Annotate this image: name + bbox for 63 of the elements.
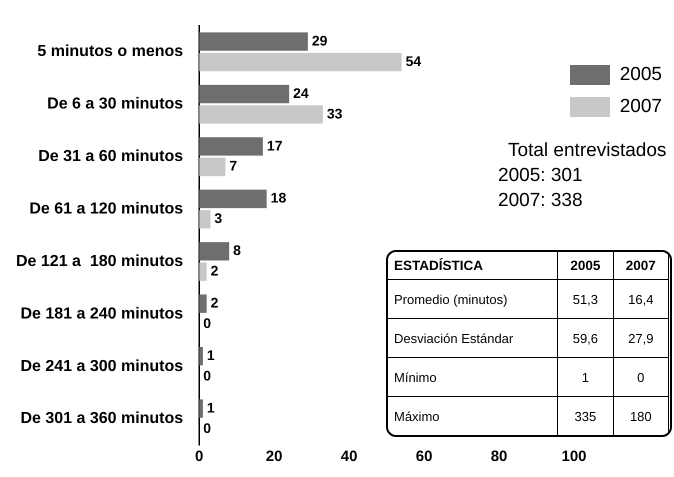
data-label: 0 — [203, 367, 212, 384]
data-label: 33 — [326, 105, 343, 122]
text: 16,4 — [628, 292, 654, 306]
data-label: 8 — [233, 242, 242, 258]
bar — [199, 294, 207, 313]
data-label: 24 — [293, 84, 309, 101]
x-tick-label: 40 — [340, 448, 358, 466]
bar — [199, 242, 230, 260]
data-label: 1 — [206, 399, 215, 416]
text: 51,3 — [572, 292, 598, 306]
category-label: ESTADÍSTICA — [388, 252, 558, 280]
category-label: Mínimo — [394, 370, 437, 384]
bar — [199, 210, 210, 229]
bar — [199, 399, 203, 418]
data-label: 54 — [406, 52, 422, 69]
x-tick-label: 80 — [490, 448, 508, 466]
data-label: 17 — [266, 137, 283, 154]
legend-label: 2005 — [620, 64, 662, 86]
bar — [199, 137, 263, 156]
annotation: 2007: 338 — [498, 189, 584, 213]
data-label: 0 — [203, 420, 212, 436]
x-tick-label: 100 — [561, 448, 587, 466]
data-label: 3 — [214, 210, 222, 226]
category-label: Promedio (minutos) — [394, 292, 508, 306]
text: 0 — [637, 370, 644, 384]
text: 59,6 — [572, 330, 598, 346]
text: 1 — [582, 370, 589, 384]
bar — [199, 84, 290, 104]
data-label: 1 — [206, 347, 215, 363]
y-tick-label: De 31 a 60 minutos — [38, 148, 184, 166]
bar — [199, 32, 308, 51]
text: 180 — [630, 408, 652, 424]
data-label: 2 — [210, 262, 219, 279]
category-label: Desviación Estándar — [394, 330, 514, 346]
bar — [199, 105, 323, 124]
annotation: 2005: 301 — [498, 164, 584, 188]
bar — [199, 346, 203, 366]
legend-label: 2007 — [620, 96, 662, 118]
data-label: 2 — [210, 294, 219, 311]
category-label: 2005 — [558, 252, 614, 280]
x-tick-label: 0 — [195, 448, 204, 466]
y-tick-label: De 301 a 360 minutos — [20, 410, 184, 428]
text: 27,9 — [628, 330, 654, 346]
x-tick-label: 20 — [266, 448, 282, 466]
category-label: 2007 — [613, 252, 668, 280]
y-tick-label: De 241 a 300 minutos — [20, 358, 184, 375]
category-label: Máximo — [394, 408, 440, 424]
data-label: 29 — [312, 32, 328, 48]
y-tick-label: De 121 a 180 minutos — [16, 252, 184, 270]
data-label: 18 — [270, 190, 286, 206]
y-tick-label: De 61 a 120 minutos — [29, 200, 184, 218]
y-tick-label: De 181 a 240 minutos — [20, 305, 184, 322]
x-tick-label: 60 — [416, 448, 432, 466]
text: 335 — [574, 408, 596, 424]
data-label: 0 — [203, 315, 212, 332]
bar — [199, 52, 402, 72]
data-label: 7 — [229, 158, 238, 174]
y-tick-label: De 6 a 30 minutos — [47, 96, 184, 113]
annotation: Total entrevistados — [508, 139, 666, 163]
bar — [199, 262, 207, 281]
y-tick-label: 5 minutos o menos — [37, 43, 184, 60]
bar — [199, 158, 226, 176]
bar — [199, 190, 267, 208]
